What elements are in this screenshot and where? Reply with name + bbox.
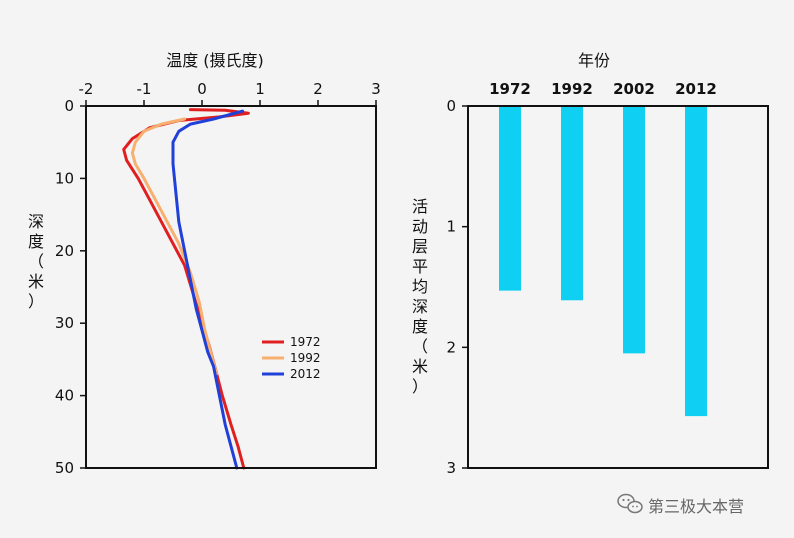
y-tick-label: 0	[64, 97, 74, 115]
axis-title-char: ）	[412, 377, 428, 396]
left-y-axis-title: 深度（米）	[28, 212, 44, 311]
y-tick-label: 40	[55, 387, 74, 405]
bar-1992	[561, 106, 583, 301]
legend-label-2012: 2012	[290, 367, 321, 381]
axis-title-char: 米	[412, 357, 428, 376]
y-tick-label: 50	[55, 459, 74, 477]
bar-category-label: 1992	[551, 80, 593, 98]
left-x-axis-title: 温度 (摄氏度)	[166, 51, 264, 70]
bar-category-label: 2002	[613, 80, 655, 98]
axis-title-char: （	[412, 337, 428, 356]
right-chart-bars: 1972 1992 2002 2012	[489, 80, 717, 417]
watermark: 第三极大本营	[617, 493, 744, 516]
legend-label-1972: 1972	[290, 335, 321, 349]
series-line-1992	[130, 117, 218, 376]
x-tick-label: -2	[79, 80, 94, 98]
x-tick-label: -1	[137, 80, 152, 98]
axis-title-char: 动	[412, 217, 428, 236]
axis-title-char: 平	[412, 257, 428, 276]
axis-title-char: 度	[412, 317, 428, 336]
axis-title-char: 米	[28, 272, 44, 291]
right-y-tick-label: 2	[446, 338, 456, 356]
bar-category-label: 1972	[489, 80, 531, 98]
axis-title-char: 度	[28, 232, 44, 251]
bar-2002	[623, 106, 645, 354]
axis-title-char: 活	[412, 197, 428, 216]
y-tick-label: 20	[55, 242, 74, 260]
axis-title-char: 层	[412, 237, 428, 256]
bar-2012	[685, 106, 707, 417]
legend-label-1992: 1992	[290, 351, 321, 365]
y-tick-label: 30	[55, 314, 74, 332]
axis-title-char: 深	[28, 212, 44, 231]
bar-1972	[499, 106, 521, 291]
right-chart-ticks: 0 1 2 3	[446, 97, 468, 477]
series-line-2012	[171, 109, 245, 470]
right-y-tick-label: 0	[446, 97, 456, 115]
legend: 1972 1992 2012	[262, 335, 321, 381]
right-y-tick-label: 3	[446, 459, 456, 477]
right-chart-frame	[467, 105, 769, 469]
left-chart-lines	[122, 108, 250, 470]
bar-category-label: 2012	[675, 80, 717, 98]
right-y-tick-label: 1	[446, 218, 456, 236]
axis-title-char: 深	[412, 297, 428, 316]
wechat-icon	[617, 493, 643, 514]
x-tick-label: 3	[371, 80, 381, 98]
right-x-axis-title: 年份	[578, 51, 610, 70]
y-tick-label: 10	[55, 169, 74, 187]
x-tick-label: 2	[313, 80, 323, 98]
axis-title-char: （	[28, 252, 44, 271]
series-line-1972	[122, 108, 250, 470]
axis-title-char: ）	[28, 292, 44, 311]
left-chart-frame	[85, 105, 377, 469]
x-tick-label: 1	[255, 80, 265, 98]
watermark-text: 第三极大本营	[648, 497, 744, 516]
x-tick-label: 0	[197, 80, 207, 98]
axis-title-char: 均	[412, 277, 428, 296]
